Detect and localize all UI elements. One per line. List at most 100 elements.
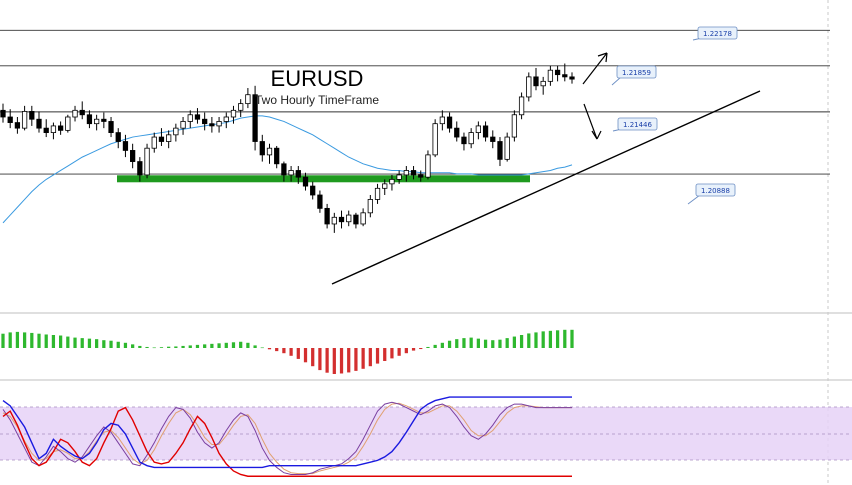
candle-body [137, 161, 143, 176]
candle-body [569, 76, 575, 80]
candle [144, 143, 150, 179]
candle-body [94, 118, 100, 125]
histogram-bar [325, 348, 329, 373]
candle [324, 203, 330, 229]
histogram-bar [80, 338, 84, 348]
candle [14, 117, 21, 134]
histogram-bar [426, 346, 430, 348]
price-label-value: 1.21446 [623, 121, 652, 129]
price-label-box [695, 183, 736, 197]
candle [410, 166, 417, 180]
candle [108, 117, 114, 138]
histogram-bar [519, 335, 524, 348]
histogram-bar [131, 344, 135, 348]
candle-body [288, 170, 294, 176]
histogram-bar [102, 340, 106, 348]
candle-body [43, 127, 49, 133]
candle-body [367, 199, 373, 214]
candle-body [418, 174, 424, 178]
candle-body [526, 76, 532, 98]
candle-body [144, 147, 150, 176]
candle-body [547, 69, 554, 82]
histogram-bar [318, 348, 322, 371]
candle-body [79, 109, 85, 116]
candle [310, 181, 316, 200]
candle-body [194, 114, 201, 120]
histogram-bar [58, 335, 63, 348]
histogram-bar [174, 346, 178, 348]
histogram-bar [541, 331, 545, 348]
histogram-bar [476, 338, 480, 348]
candle-body [324, 207, 330, 225]
histogram-bar [390, 348, 394, 359]
up-arrow-shaft [582, 52, 608, 85]
candle [57, 121, 64, 135]
histogram-bar [368, 348, 372, 367]
histogram-bar [483, 339, 488, 348]
candle [173, 123, 179, 142]
histogram-bar [66, 336, 70, 348]
candle [504, 132, 510, 162]
candle [317, 190, 323, 213]
price-label-box [697, 26, 738, 40]
candle [50, 122, 57, 140]
candle [353, 212, 359, 229]
candle-body [180, 121, 186, 129]
candle-body [396, 174, 402, 180]
histogram-bar [138, 345, 142, 348]
chart-subtitle: Two Hourly TimeFrame [255, 93, 379, 107]
candle-body [187, 114, 193, 122]
candle-body [302, 176, 309, 187]
histogram-bar [527, 333, 531, 348]
candle-body [7, 116, 13, 123]
histogram-bar [44, 334, 48, 348]
candle [202, 112, 208, 131]
candle [259, 134, 265, 162]
candle [490, 130, 496, 149]
candle-body [504, 136, 510, 160]
candle [86, 110, 93, 129]
candle-body [360, 212, 366, 225]
candle-body [533, 76, 539, 87]
candle-body [29, 111, 35, 120]
candle [65, 114, 71, 133]
candle [29, 105, 35, 126]
histogram-bar [267, 348, 272, 350]
histogram-bar [246, 342, 250, 348]
candle [540, 76, 546, 95]
candle [79, 101, 85, 120]
candle [223, 112, 229, 129]
oscillator-k-line [2, 401, 572, 475]
histogram-bar [548, 330, 553, 348]
candle [482, 121, 489, 142]
candle [230, 105, 237, 124]
candle [187, 110, 193, 129]
candle-body [446, 116, 453, 129]
histogram-bar [440, 342, 444, 348]
candle-body [130, 150, 136, 162]
candle [72, 105, 78, 122]
candle [518, 92, 525, 120]
candle-body [540, 80, 546, 87]
histogram-bar [303, 348, 308, 363]
histogram-bar [296, 348, 300, 359]
candle-body [86, 114, 93, 125]
candle [7, 109, 13, 129]
candle [194, 108, 201, 124]
candle [338, 210, 345, 229]
up-arrow-icon [597, 52, 608, 63]
oscillator-red-line [2, 406, 572, 477]
candle [115, 128, 121, 149]
histogram-bar [217, 343, 221, 348]
candle-body [245, 94, 251, 105]
candle [475, 121, 481, 140]
candle-body [72, 109, 78, 118]
price-label-2: 1.21859 [611, 65, 657, 86]
candle-body [57, 125, 64, 131]
candle-body [403, 170, 409, 176]
price-label-value: 1.22178 [703, 30, 732, 38]
histogram-bar [447, 340, 452, 348]
histogram-bar [339, 348, 344, 374]
price-label-callout [687, 194, 701, 205]
candle-body [346, 214, 352, 223]
